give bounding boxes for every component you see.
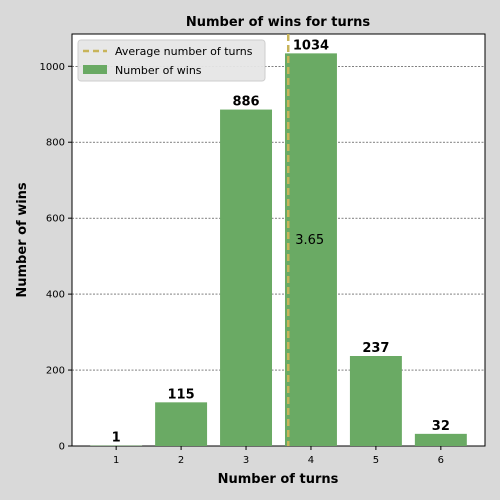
average-line-group: 3.65	[286, 34, 324, 446]
bar	[349, 356, 402, 446]
data-label: 1	[112, 431, 121, 446]
data-label: 237	[362, 341, 389, 356]
legend-average-label: Average number of turns	[115, 45, 253, 58]
y-tick-label: 800	[46, 138, 65, 149]
bar	[284, 53, 337, 446]
x-tick-label: 5	[373, 455, 379, 466]
y-tick-label: 1000	[40, 62, 65, 73]
legend: Average number of turns Number of wins	[77, 39, 266, 82]
bars	[90, 53, 467, 447]
data-label: 1034	[293, 38, 329, 53]
bar	[220, 109, 273, 447]
x-tick-label: 6	[438, 455, 444, 466]
plot-area	[71, 33, 486, 447]
y-tick-label: 400	[46, 290, 65, 301]
x-axis-label: Number of turns	[218, 472, 339, 487]
data-label: 886	[232, 95, 259, 110]
data-label: 115	[168, 387, 195, 402]
legend-box	[77, 39, 266, 82]
y-tick-label: 0	[59, 442, 65, 453]
average-value-label: 3.65	[295, 233, 324, 248]
legend-wins-label: Number of wins	[115, 64, 202, 77]
chart-title: Number of wins for turns	[186, 15, 370, 30]
bar	[414, 433, 467, 446]
x-tick-label: 3	[243, 455, 249, 466]
y-tick-label: 600	[46, 214, 65, 225]
y-axis-label: Number of wins	[15, 182, 30, 298]
grid-lines	[72, 65, 485, 371]
data-labels: 1 115 886 1034 237 32	[112, 38, 450, 445]
x-tick-label: 1	[113, 455, 119, 466]
x-tick-label: 4	[308, 455, 314, 466]
x-tick-label: 2	[178, 455, 184, 466]
x-axis-ticks: 1 2 3 4 5 6	[113, 446, 444, 466]
y-axis-ticks: 0 200 400 600 800 1000	[40, 62, 72, 453]
data-label: 32	[432, 419, 450, 434]
bar	[155, 402, 208, 446]
y-tick-label: 200	[46, 366, 65, 377]
legend-wins-swatch	[83, 65, 107, 74]
